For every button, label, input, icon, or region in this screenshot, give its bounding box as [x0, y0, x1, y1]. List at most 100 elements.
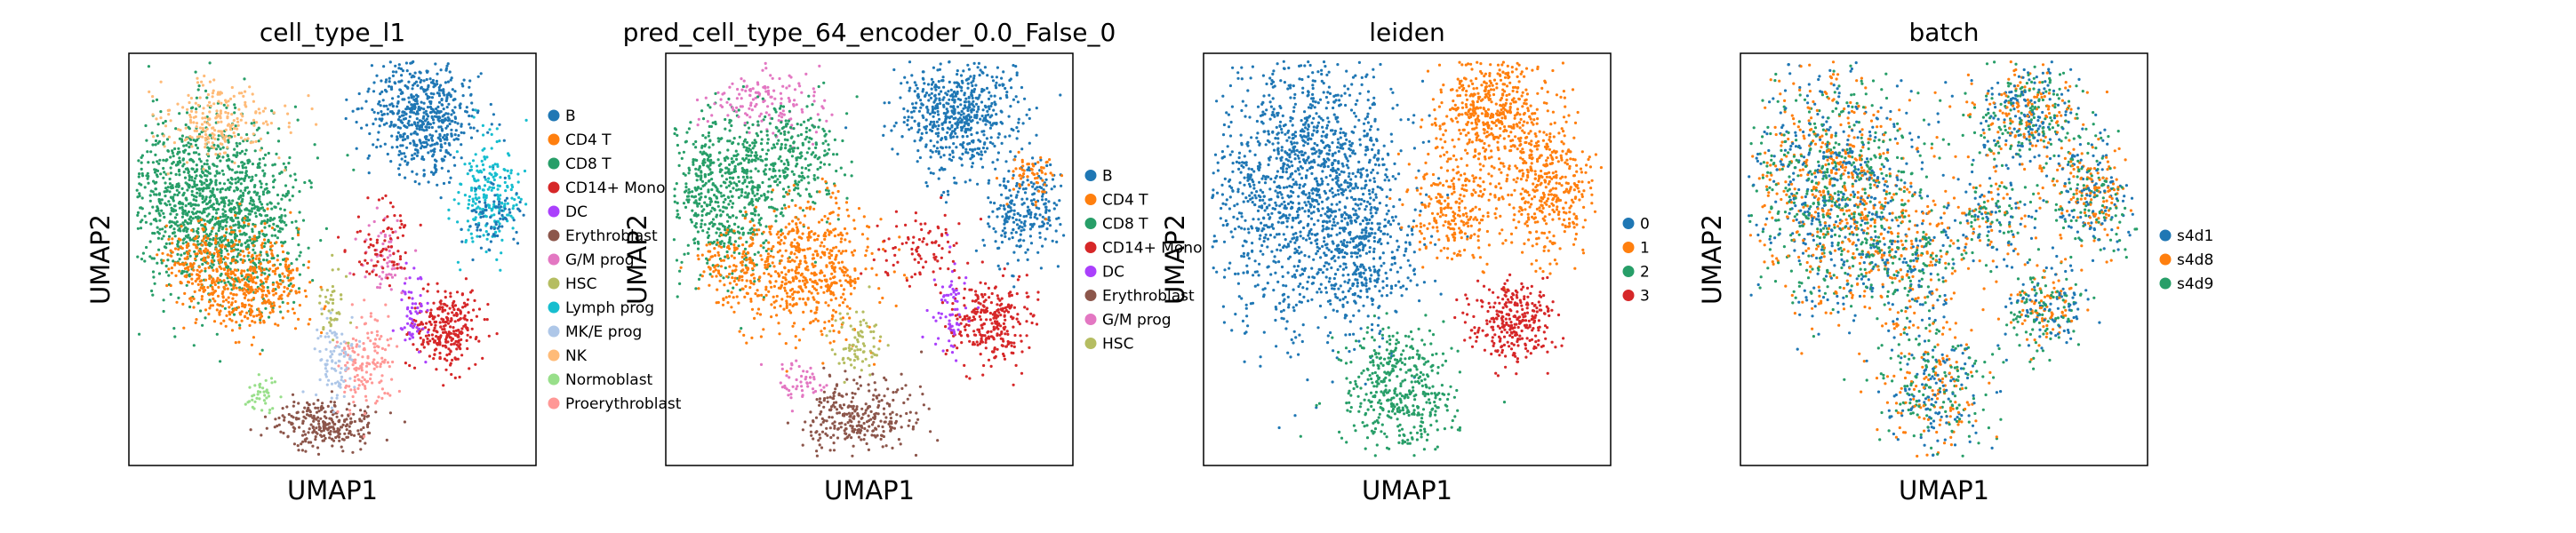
scatter-point [156, 261, 159, 265]
scatter-point [234, 124, 237, 128]
scatter-point [734, 110, 739, 114]
scatter-point [706, 120, 709, 123]
scatter-point [730, 157, 733, 161]
scatter-point [759, 223, 763, 227]
scatter-point [414, 302, 418, 306]
scatter-point [232, 131, 236, 135]
scatter-point [509, 171, 513, 175]
scatter-point [444, 368, 448, 371]
scatter-point [331, 290, 334, 293]
scatter-point [692, 160, 695, 164]
scatter-point [250, 210, 253, 213]
scatter-point [252, 206, 256, 211]
scatter-point [190, 273, 194, 276]
scatter-point [238, 253, 242, 257]
scatter-point [165, 188, 169, 192]
scatter-point [766, 85, 770, 89]
scatter-point [252, 185, 256, 188]
scatter-point [453, 106, 457, 109]
scatter-point [172, 227, 176, 231]
scatter-point [212, 78, 216, 82]
scatter-point [515, 192, 518, 195]
scatter-point [759, 194, 764, 197]
scatter-point [389, 337, 393, 340]
scatter-point [356, 386, 360, 390]
scatter-point [708, 203, 712, 207]
scatter-point [754, 167, 757, 171]
scatter-point [807, 94, 811, 98]
scatter-point [218, 227, 221, 230]
scatter-point [206, 135, 210, 139]
scatter-point [748, 144, 752, 147]
scatter-point [185, 111, 189, 115]
scatter-point [764, 61, 767, 65]
scatter-point [253, 400, 257, 403]
scatter-point [372, 342, 376, 346]
scatter-point [246, 191, 250, 195]
scatter-point [261, 156, 266, 160]
scatter-point [696, 123, 700, 127]
scatter-point [367, 154, 371, 157]
scatter-point [169, 155, 172, 159]
scatter-point [275, 281, 279, 284]
scatter-point [170, 224, 173, 227]
scatter-point [498, 222, 501, 226]
scatter-point [331, 331, 334, 335]
scatter-point [201, 112, 204, 115]
scatter-point [212, 133, 216, 137]
scatter-point [364, 364, 369, 368]
scatter-point [510, 196, 514, 200]
scatter-point [289, 269, 292, 273]
scatter-point [762, 246, 765, 250]
scatter-point [335, 394, 339, 397]
scatter-point [386, 265, 389, 268]
scatter-point [178, 269, 181, 273]
scatter-point [221, 146, 225, 149]
scatter-point [444, 99, 448, 103]
scatter-point [444, 136, 449, 139]
scatter-point [239, 194, 243, 197]
scatter-point [189, 121, 193, 124]
scatter-point [418, 139, 421, 142]
scatter-point [252, 235, 257, 238]
scatter-point [246, 216, 250, 219]
umap-panel: cell_type_l1 UMAP1 UMAP2 B CD4 T CD8 T CD14+ M… [0, 0, 682, 533]
scatter-point [405, 69, 409, 73]
scatter-point [707, 234, 711, 237]
scatter-point [298, 426, 301, 429]
scatter-point [692, 213, 696, 217]
scatter-point [450, 317, 453, 321]
scatter-point [753, 186, 756, 189]
scatter-point [410, 290, 413, 294]
scatter-point [684, 186, 688, 189]
scatter-point [223, 281, 227, 284]
scatter-point [462, 78, 466, 82]
scatter-point [340, 298, 343, 301]
scatter-point [208, 306, 212, 310]
scatter-point [676, 133, 679, 137]
scatter-point [800, 166, 804, 170]
scatter-point [695, 179, 699, 182]
scatter-point [184, 204, 188, 208]
scatter-point [392, 123, 396, 127]
scatter-point [727, 184, 731, 187]
scatter-point [273, 228, 276, 232]
scatter-point [211, 285, 214, 289]
scatter-point [711, 206, 715, 210]
scatter-point [816, 113, 820, 116]
scatter-point [284, 263, 288, 266]
scatter-point [180, 215, 184, 219]
scatter-point [412, 60, 415, 64]
scatter-point [181, 262, 185, 266]
scatter-point [229, 270, 234, 274]
scatter-point [332, 298, 335, 301]
scatter-point [503, 180, 507, 184]
scatter-point [446, 62, 450, 66]
scatter-point [459, 309, 462, 313]
scatter-point [309, 186, 313, 189]
scatter-point [240, 225, 244, 228]
scatter-point [244, 187, 247, 190]
scatter-point [159, 202, 163, 205]
scatter-point [320, 312, 324, 315]
scatter-point [248, 386, 252, 389]
